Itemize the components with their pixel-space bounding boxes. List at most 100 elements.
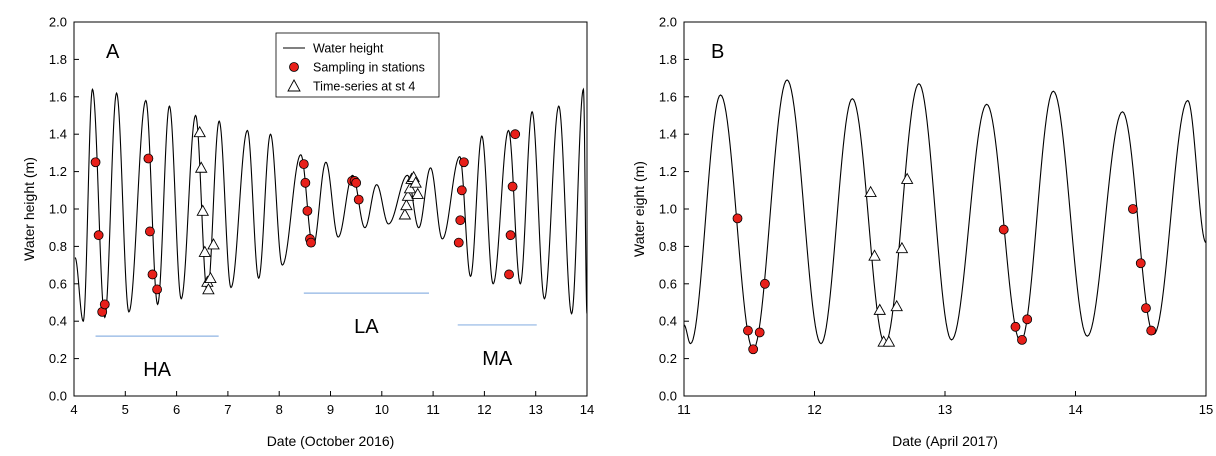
time-series-point [194, 161, 208, 173]
x-tick-label: 15 [1199, 402, 1213, 417]
time-series-point [900, 172, 914, 184]
x-tick-label: 14 [580, 402, 594, 417]
time-series-point [401, 189, 415, 201]
sampling-point [760, 278, 770, 289]
y-tick-label: 1.8 [49, 52, 67, 67]
sampling-point [298, 159, 309, 170]
time-series-point [196, 204, 210, 216]
sampling-point [754, 327, 765, 338]
time-series-point [882, 335, 896, 347]
x-tick-label: 13 [938, 402, 952, 417]
sampling-point [306, 237, 316, 248]
sampling-point [1128, 204, 1138, 214]
time-series-point [895, 241, 909, 254]
x-tick-label: 5 [122, 402, 129, 417]
x-tick-label: 12 [807, 402, 821, 417]
y-tick-label: 0.2 [49, 351, 67, 366]
legend-circle-swatch [289, 62, 299, 72]
sampling-point [1146, 325, 1157, 336]
time-series-point [398, 208, 412, 220]
sampling-point [458, 157, 469, 168]
y-tick-label: 0.0 [49, 389, 67, 404]
sampling-point [456, 185, 467, 196]
x-tick-label: 12 [477, 402, 491, 417]
sampling-point [152, 284, 163, 295]
sampling-point [1010, 321, 1021, 332]
y-tick-label: 1.6 [49, 89, 67, 104]
sampling-point [93, 230, 104, 241]
sampling-point [302, 205, 313, 216]
y-tick-label: 0.8 [659, 239, 677, 254]
legend-entry: Time-series at st 4 [313, 80, 415, 94]
y-tick-label: 0.6 [49, 276, 67, 291]
sampling-point [1022, 314, 1033, 325]
time-series-point [204, 271, 217, 284]
y-tick-label: 0.0 [659, 389, 677, 404]
time-series-point [411, 187, 424, 199]
sampling-point [300, 177, 311, 188]
legend: Water height Sampling in stations Time-ser… [275, 32, 440, 98]
sampling-point [748, 344, 759, 355]
time-series-point [868, 249, 881, 261]
time-series-point [864, 185, 877, 198]
annotation-label-la: LA [354, 316, 379, 338]
x-tick-label: 11 [677, 402, 691, 417]
y-tick-label: 1.2 [49, 164, 67, 179]
y-tick-label: 1.2 [659, 164, 677, 179]
y-tick-label: 1.4 [49, 127, 67, 142]
y-tick-label: 0.6 [659, 276, 677, 291]
sampling-point [145, 226, 155, 237]
x-tick-label: 14 [1068, 402, 1082, 417]
annotation-label-ma: MA [482, 348, 513, 370]
water-height-line [74, 87, 587, 323]
sampling-point [90, 157, 101, 168]
sampling-point [998, 224, 1009, 235]
y-tick-label: 2.0 [659, 15, 677, 30]
x-tick-label: 13 [528, 402, 542, 417]
sampling-point [1141, 303, 1151, 314]
sampling-point [743, 325, 753, 336]
sampling-point [147, 269, 158, 280]
x-tick-label: 4 [70, 402, 77, 417]
sampling-point [453, 237, 464, 248]
y-tick-label: 0.4 [49, 314, 67, 329]
x-tick-label: 6 [173, 402, 180, 417]
legend-entry: Water height [313, 42, 384, 56]
y-tick-label: 2.0 [49, 15, 67, 30]
time-series-point [409, 176, 422, 188]
panel-a: 4 5 6 7 8 9 10 11 12 13 14 0.0 0.2 0.4 0.6 0.8 1.0 1.2 1.4… [21, 15, 594, 450]
plot-frame [73, 21, 588, 397]
panel-b: 11 12 13 14 15 0.0 0.2 0.4 0.6 0.8 1.0 1.2 1.4 1.6 1.8… [631, 15, 1213, 450]
sampling-point [455, 215, 466, 226]
y-tick-label: 1.6 [659, 89, 677, 104]
sampling-point [732, 213, 743, 224]
time-series-point [400, 198, 413, 211]
sampling-point [504, 269, 514, 280]
y-tick-label: 0.2 [659, 351, 677, 366]
sampling-point [143, 153, 154, 164]
y-tick-label: 1.0 [49, 202, 67, 217]
x-tick-label: 10 [375, 402, 389, 417]
water-height-line [684, 79, 1206, 350]
time-series-point [198, 245, 212, 257]
x-tick-label: 7 [224, 402, 231, 417]
sampling-point [1135, 258, 1146, 269]
time-series-point [873, 303, 887, 315]
legend-triangle-swatch [287, 79, 301, 92]
x-tick-label: 11 [426, 402, 440, 417]
sampling-point [510, 129, 521, 140]
panel-letter: B [711, 41, 724, 63]
time-series-point [207, 238, 220, 250]
legend-entry: Sampling in stations [313, 61, 425, 75]
sampling-point [99, 299, 110, 310]
time-series-point [193, 125, 206, 138]
y-tick-label: 0.4 [659, 314, 677, 329]
x-tick-label: 9 [327, 402, 334, 417]
y-tick-label: 1.8 [659, 52, 677, 67]
x-tick-label: 8 [276, 402, 283, 417]
sampling-point [351, 177, 362, 188]
x-axis-label: Date (April 2017) [892, 433, 998, 449]
x-axis-label: Date (October 2016) [267, 433, 395, 449]
time-series-point [202, 282, 215, 295]
